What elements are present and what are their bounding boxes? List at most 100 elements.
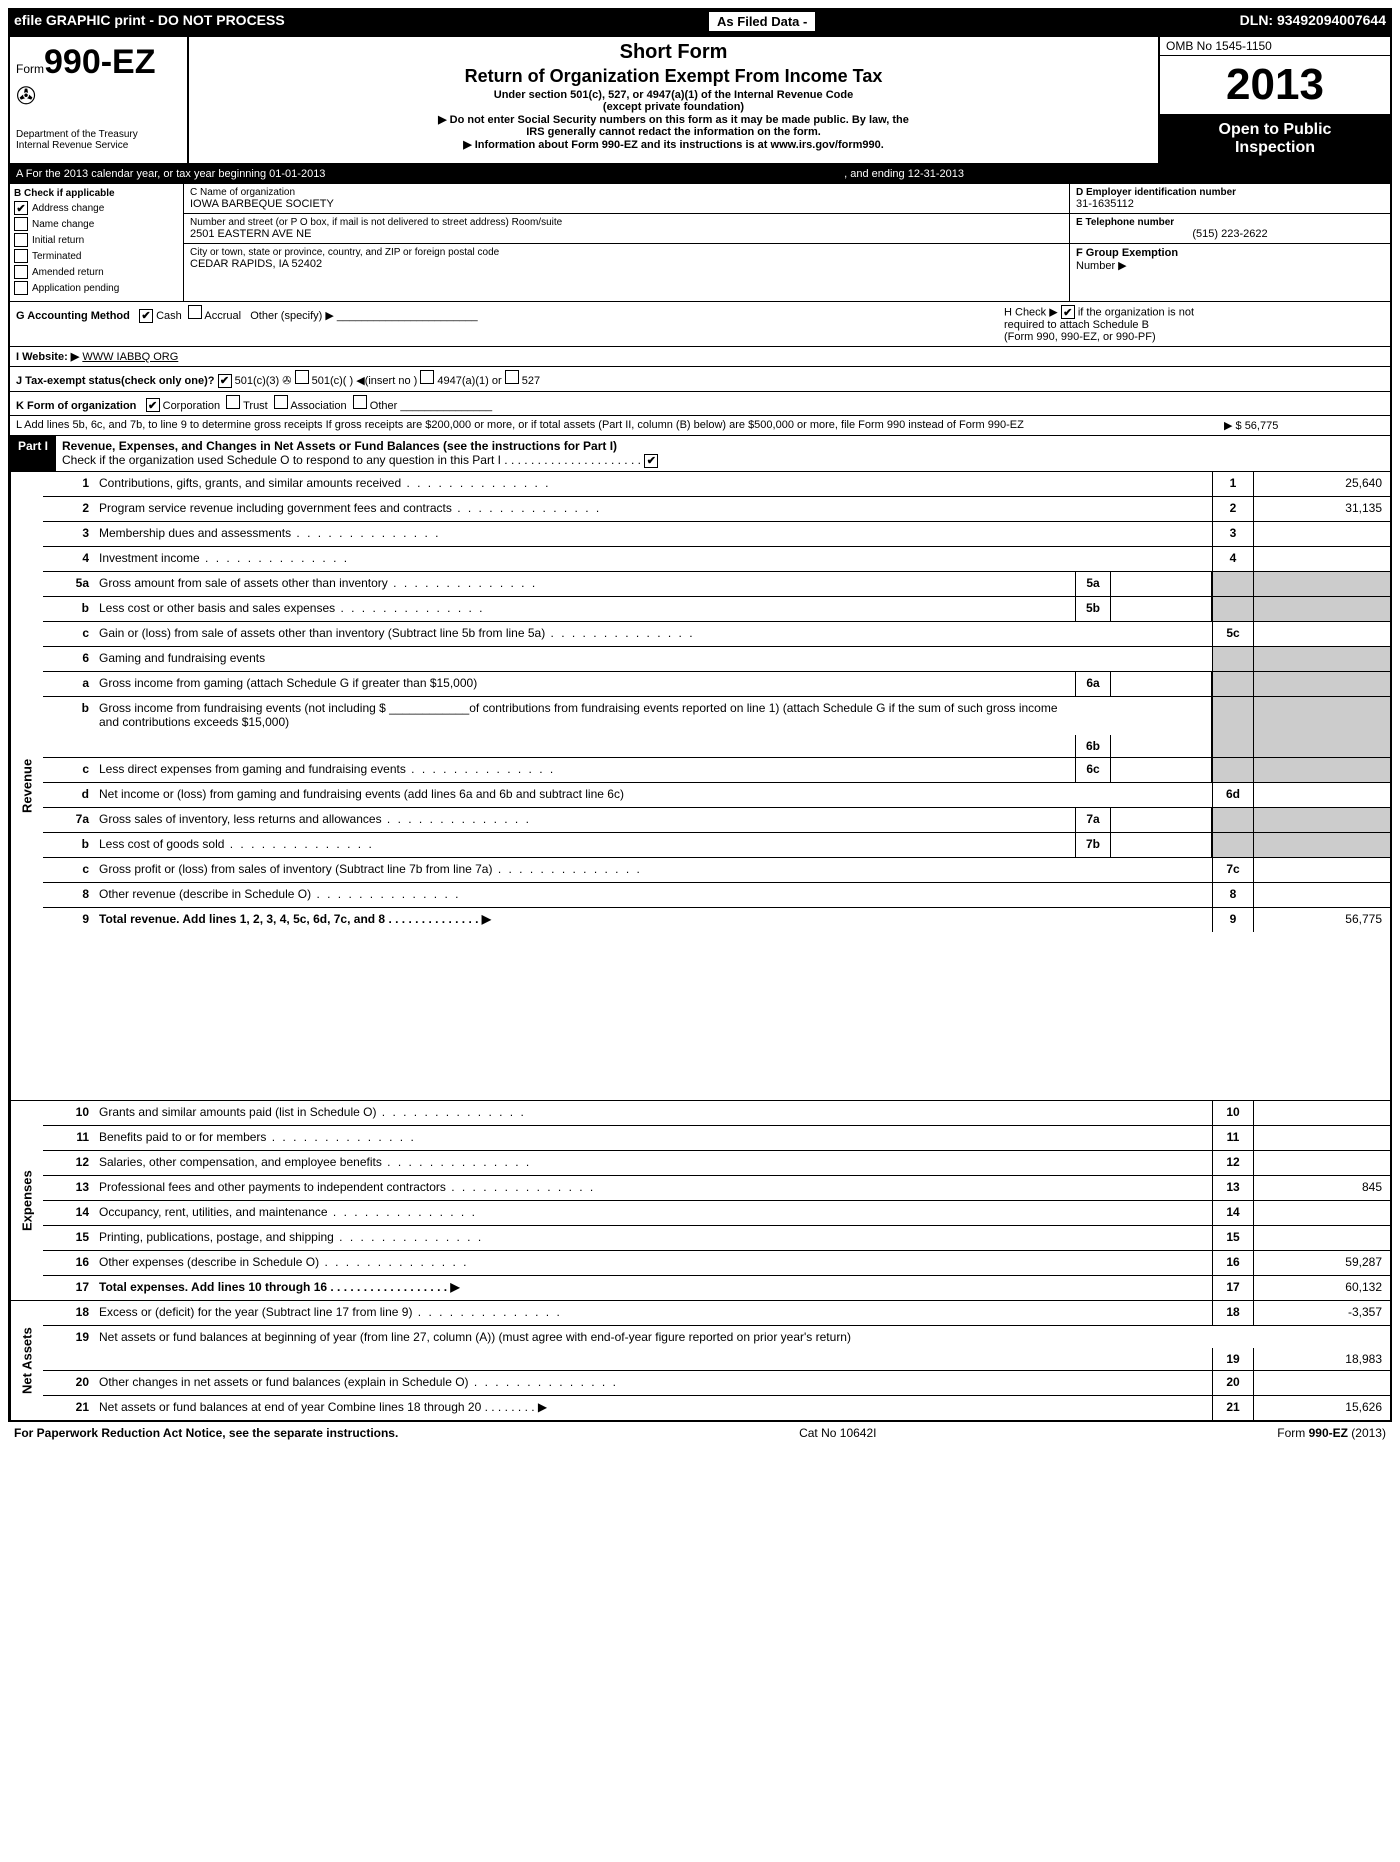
ln15-desc: Printing, publications, postage, and shi…: [95, 1226, 1212, 1250]
cb-501c3[interactable]: ✔: [218, 374, 232, 388]
ln17-ref: 17: [1212, 1276, 1253, 1300]
ln21-desc: Net assets or fund balances at end of ye…: [95, 1396, 1212, 1420]
ln8-num: 8: [43, 883, 95, 907]
ln6d-val: [1253, 783, 1390, 807]
lbl-initial: Initial return: [32, 235, 84, 246]
side-netassets: Net Assets: [10, 1301, 43, 1420]
city: CEDAR RAPIDS, IA 52402: [190, 258, 1063, 270]
ln21-num: 21: [43, 1396, 95, 1420]
ln2-desc: Program service revenue including govern…: [95, 497, 1212, 521]
ln11-val: [1253, 1126, 1390, 1150]
ln20-ref: 20: [1212, 1371, 1253, 1395]
lbl-address-change: Address change: [32, 203, 104, 214]
efile-mid: As Filed Data -: [709, 12, 815, 31]
lbl-amended: Amended return: [32, 267, 104, 278]
part1-check: Check if the organization used Schedule …: [62, 453, 641, 467]
ln6c-sv: [1111, 758, 1212, 782]
inspection-line1: Open to Public: [1164, 121, 1386, 139]
ln6b-desc: Gross income from fundraising events (no…: [95, 697, 1075, 757]
cb-527[interactable]: [505, 370, 519, 384]
ln3-num: 3: [43, 522, 95, 546]
ln18-ref: 18: [1212, 1301, 1253, 1325]
ln14-ref: 14: [1212, 1201, 1253, 1225]
cb-terminated[interactable]: [14, 249, 28, 263]
cb-corp[interactable]: ✔: [146, 398, 160, 412]
ln6a-ref: [1212, 672, 1253, 696]
lbl-pending: Application pending: [32, 283, 119, 294]
cb-initial[interactable]: [14, 233, 28, 247]
main-title: Return of Organization Exempt From Incom…: [209, 66, 1138, 87]
ln6b-sv: [1111, 697, 1212, 757]
ln20-desc: Other changes in net assets or fund bala…: [95, 1371, 1212, 1395]
ln6c-val: [1253, 758, 1390, 782]
cb-part1-scho[interactable]: ✔: [644, 454, 658, 468]
ln17-num: 17: [43, 1276, 95, 1300]
cb-cash[interactable]: ✔: [139, 309, 153, 323]
efile-header: efile GRAPHIC print - DO NOT PROCESS As …: [8, 8, 1392, 35]
lbl-501c3: 501(c)(3): [235, 375, 280, 387]
c-label: C Name of organization: [190, 187, 1063, 198]
ln3-ref: 3: [1212, 522, 1253, 546]
ln6b-sb: 6b: [1075, 735, 1111, 757]
cb-accrual[interactable]: [188, 305, 202, 319]
phone: (515) 223-2622: [1076, 228, 1384, 240]
short-form: Short Form: [209, 41, 1138, 64]
ln5b-sv: [1111, 597, 1212, 621]
ln5c-desc: Gain or (loss) from sale of assets other…: [95, 622, 1212, 646]
lbl-terminated: Terminated: [32, 251, 81, 262]
lbl-k-other: Other: [370, 400, 398, 412]
ln9-val: 56,775: [1253, 908, 1390, 932]
cb-pending[interactable]: [14, 281, 28, 295]
ln7c-val: [1253, 858, 1390, 882]
ln13-num: 13: [43, 1176, 95, 1200]
ln5a-ref: [1212, 572, 1253, 596]
ln13-val: 845: [1253, 1176, 1390, 1200]
ln13-desc: Professional fees and other payments to …: [95, 1176, 1212, 1200]
ln6-val: [1253, 647, 1390, 671]
ln7c-desc: Gross profit or (loss) from sales of inv…: [95, 858, 1212, 882]
open-inspection: Open to Public Inspection: [1160, 115, 1390, 163]
ln19-desc: Net assets or fund balances at beginning…: [95, 1326, 1212, 1370]
cb-assoc[interactable]: [274, 395, 288, 409]
dept1: Department of the Treasury: [16, 129, 181, 140]
ln13-ref: 13: [1212, 1176, 1253, 1200]
b-label: B Check if applicable: [14, 188, 179, 199]
ln5a-sv: [1111, 572, 1212, 596]
ln7a-sb: 7a: [1075, 808, 1111, 832]
website-url[interactable]: WWW IABBQ ORG: [82, 351, 178, 363]
cb-h[interactable]: ✔: [1061, 305, 1075, 319]
ln21-ref: 21: [1212, 1396, 1253, 1420]
k-label: K Form of organization: [16, 400, 136, 412]
omb-number: OMB No 1545-1150: [1160, 37, 1390, 56]
ln20-val: [1253, 1371, 1390, 1395]
ln14-num: 14: [43, 1201, 95, 1225]
ln8-desc: Other revenue (describe in Schedule O): [95, 883, 1212, 907]
ln19-ref: 19: [1212, 1348, 1253, 1370]
ln1-val: 25,640: [1253, 472, 1390, 496]
cb-name-change[interactable]: [14, 217, 28, 231]
ln6d-num: d: [43, 783, 95, 807]
ln16-val: 59,287: [1253, 1251, 1390, 1275]
cb-501c[interactable]: [295, 370, 309, 384]
l-text: L Add lines 5b, 6c, and 7b, to line 9 to…: [16, 419, 1224, 432]
cb-address-change[interactable]: ✔: [14, 201, 28, 215]
lbl-trust: Trust: [243, 400, 268, 412]
ln18-num: 18: [43, 1301, 95, 1325]
cb-k-other[interactable]: [353, 395, 367, 409]
form-number: 990-EZ: [44, 43, 156, 81]
cb-4947[interactable]: [420, 370, 434, 384]
ln6a-val: [1253, 672, 1390, 696]
cb-trust[interactable]: [226, 395, 240, 409]
lbl-assoc: Association: [290, 400, 346, 412]
ln7c-num: c: [43, 858, 95, 882]
lbl-4947: 4947(a)(1) or: [437, 375, 501, 387]
side-expenses: Expenses: [10, 1101, 43, 1300]
ln14-val: [1253, 1201, 1390, 1225]
cb-amended[interactable]: [14, 265, 28, 279]
ln7a-ref: [1212, 808, 1253, 832]
ln10-num: 10: [43, 1101, 95, 1125]
street-label: Number and street (or P O box, if mail i…: [190, 217, 1063, 228]
ln5a-num: 5a: [43, 572, 95, 596]
ln6d-ref: 6d: [1212, 783, 1253, 807]
ln7b-desc: Less cost of goods sold: [95, 833, 1075, 857]
